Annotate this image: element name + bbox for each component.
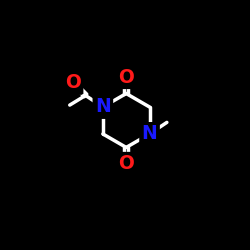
Text: O: O (65, 74, 81, 92)
Text: N: N (95, 98, 111, 116)
Text: O: O (118, 154, 134, 173)
Text: O: O (118, 68, 134, 87)
Text: N: N (142, 124, 158, 144)
